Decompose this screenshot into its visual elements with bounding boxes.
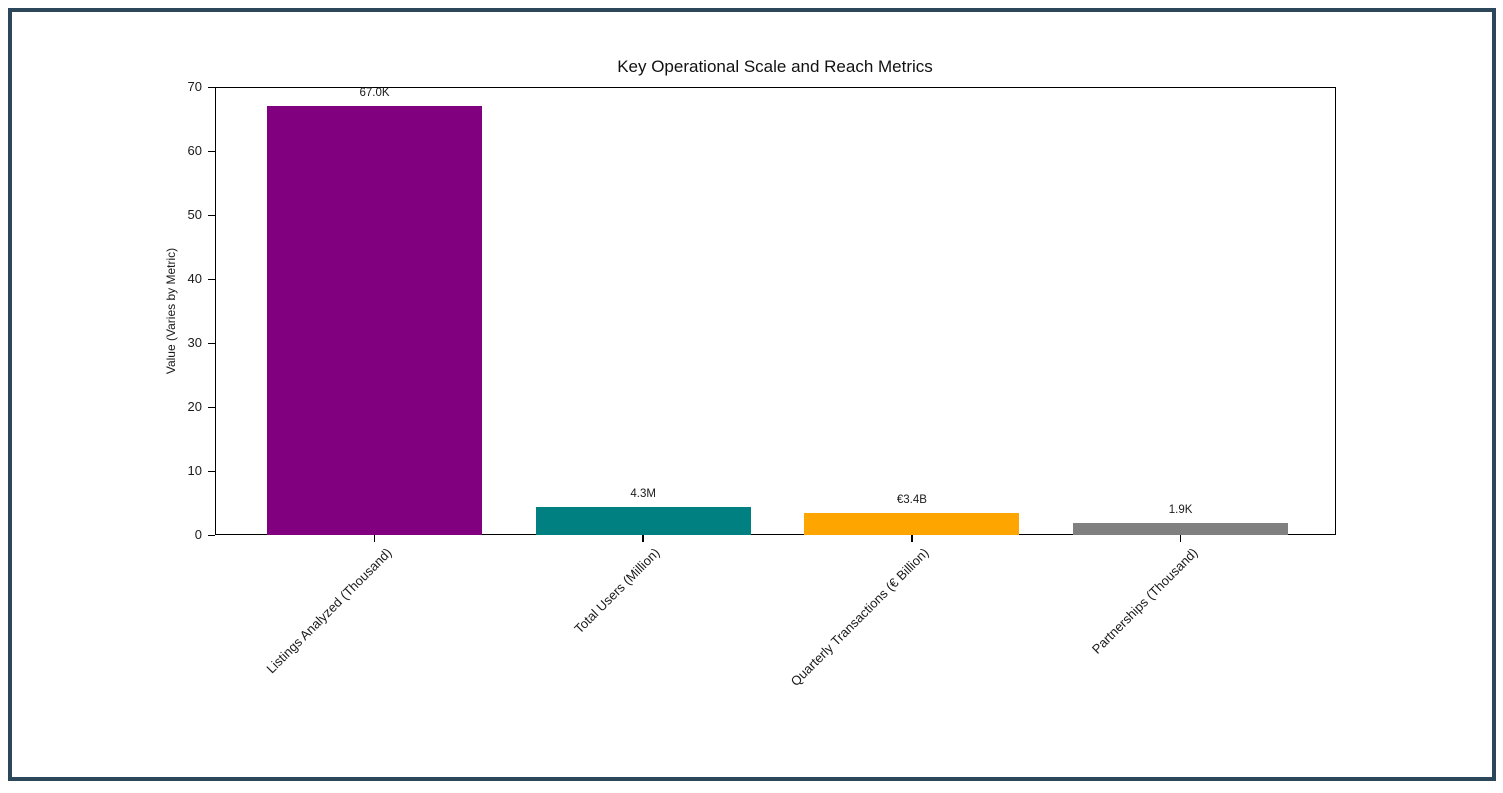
y-tick bbox=[208, 150, 215, 152]
x-tick bbox=[642, 535, 644, 542]
y-tick bbox=[208, 278, 215, 280]
y-tick-label: 20 bbox=[187, 399, 202, 414]
x-tick-label: Partnerships (Thousand) bbox=[1088, 545, 1201, 657]
x-tick-label: Listings Analyzed (Thousand) bbox=[262, 545, 395, 677]
x-tick bbox=[1179, 535, 1182, 542]
y-tick bbox=[208, 406, 215, 408]
y-tick-label: 40 bbox=[187, 271, 202, 286]
y-tick bbox=[208, 470, 215, 472]
y-tick bbox=[208, 214, 215, 216]
y-tick-label: 30 bbox=[187, 335, 202, 350]
bar-value-label: 1.9K bbox=[1168, 503, 1193, 516]
y-tick bbox=[208, 86, 215, 88]
bar-value-label: 4.3M bbox=[630, 488, 656, 501]
y-tick-label: 10 bbox=[187, 463, 202, 478]
y-tick-label: 60 bbox=[187, 143, 202, 158]
bar-value-label: €3.4B bbox=[896, 494, 927, 507]
chart-title: Key Operational Scale and Reach Metrics bbox=[617, 57, 933, 76]
x-tick-label: Total Users (Million) bbox=[571, 545, 663, 637]
bar bbox=[1073, 522, 1289, 535]
bar-value-label: 67.0K bbox=[359, 87, 390, 100]
bar bbox=[804, 513, 1020, 535]
y-tick bbox=[208, 342, 215, 344]
bar bbox=[535, 507, 751, 535]
x-tick bbox=[911, 535, 913, 542]
x-tick-label: Quarterly Transactions (€ Billion) bbox=[787, 545, 932, 689]
y-tick-label: 70 bbox=[187, 79, 202, 94]
bar bbox=[267, 106, 482, 535]
y-tick bbox=[208, 534, 215, 536]
x-tick bbox=[373, 535, 376, 542]
y-tick-label: 50 bbox=[187, 207, 202, 222]
y-tick-label: 0 bbox=[194, 527, 202, 542]
